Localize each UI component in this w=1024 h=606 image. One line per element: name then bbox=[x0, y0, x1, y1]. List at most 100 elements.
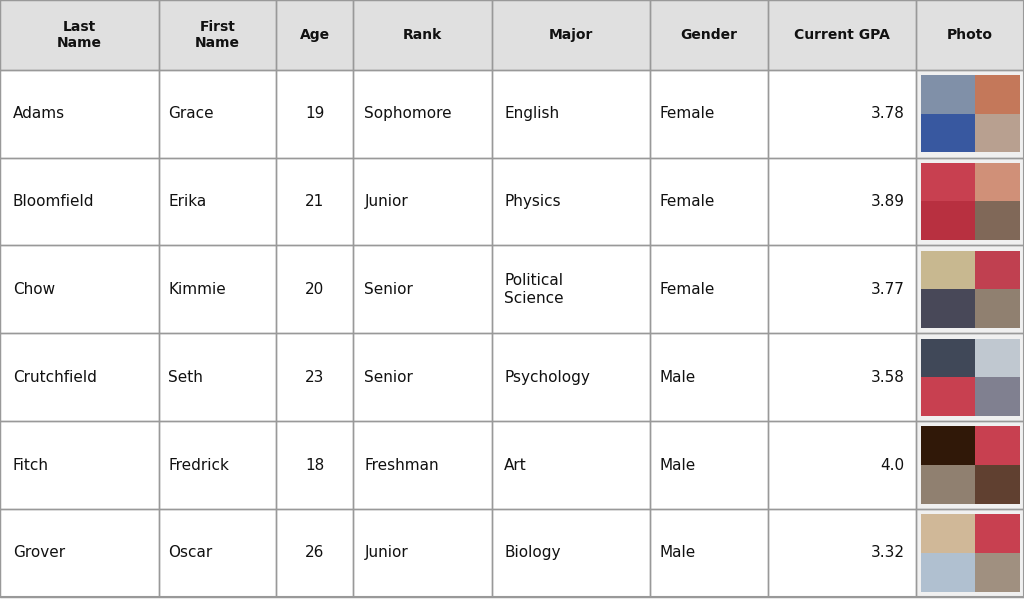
Bar bbox=[353, 70, 492, 158]
Bar bbox=[159, 245, 276, 333]
Bar bbox=[276, 509, 353, 597]
Text: Gender: Gender bbox=[681, 28, 737, 42]
Bar bbox=[768, 0, 916, 70]
Bar bbox=[921, 465, 975, 504]
Bar bbox=[921, 75, 975, 114]
Bar bbox=[921, 514, 975, 553]
Text: Erika: Erika bbox=[168, 194, 207, 209]
Bar bbox=[650, 421, 768, 509]
Text: First
Name: First Name bbox=[196, 20, 240, 50]
Text: Seth: Seth bbox=[168, 370, 203, 385]
Bar bbox=[492, 509, 650, 597]
Bar bbox=[276, 245, 353, 333]
Bar bbox=[492, 333, 650, 421]
Bar bbox=[975, 75, 1020, 114]
Text: Male: Male bbox=[659, 545, 696, 561]
Text: Oscar: Oscar bbox=[168, 545, 212, 561]
Text: Grace: Grace bbox=[168, 106, 214, 121]
Bar bbox=[650, 509, 768, 597]
Bar bbox=[353, 0, 492, 70]
Text: Bloomfield: Bloomfield bbox=[12, 194, 94, 209]
Bar bbox=[159, 421, 276, 509]
Text: 23: 23 bbox=[305, 370, 325, 385]
Bar bbox=[492, 421, 650, 509]
Bar bbox=[921, 251, 975, 290]
Text: Biology: Biology bbox=[504, 545, 561, 561]
Text: Female: Female bbox=[659, 194, 715, 209]
Bar bbox=[353, 421, 492, 509]
Bar bbox=[975, 339, 1020, 377]
Bar bbox=[768, 158, 916, 245]
Bar bbox=[975, 465, 1020, 504]
Text: Political
Science: Political Science bbox=[504, 273, 564, 305]
Text: 3.77: 3.77 bbox=[870, 282, 904, 297]
Bar bbox=[768, 509, 916, 597]
Bar bbox=[650, 333, 768, 421]
Text: Fredrick: Fredrick bbox=[168, 458, 229, 473]
Text: 3.58: 3.58 bbox=[870, 370, 904, 385]
Text: 21: 21 bbox=[305, 194, 325, 209]
Text: Senior: Senior bbox=[365, 282, 414, 297]
Bar bbox=[975, 377, 1020, 416]
Bar bbox=[916, 421, 1024, 509]
Text: Male: Male bbox=[659, 370, 696, 385]
Bar bbox=[916, 509, 1024, 597]
Bar bbox=[353, 333, 492, 421]
Text: Male: Male bbox=[659, 458, 696, 473]
Bar bbox=[975, 514, 1020, 553]
Text: 26: 26 bbox=[305, 545, 325, 561]
Text: 20: 20 bbox=[305, 282, 325, 297]
Bar bbox=[921, 377, 975, 416]
Text: Adams: Adams bbox=[12, 106, 65, 121]
Text: Female: Female bbox=[659, 106, 715, 121]
Text: Fitch: Fitch bbox=[12, 458, 49, 473]
Bar bbox=[650, 0, 768, 70]
Bar bbox=[353, 245, 492, 333]
Text: Crutchfield: Crutchfield bbox=[12, 370, 96, 385]
Bar bbox=[975, 290, 1020, 328]
Bar bbox=[921, 114, 975, 152]
Bar bbox=[0, 509, 159, 597]
Bar bbox=[768, 421, 916, 509]
Text: Junior: Junior bbox=[365, 194, 409, 209]
Text: Junior: Junior bbox=[365, 545, 409, 561]
Bar bbox=[492, 70, 650, 158]
Bar bbox=[916, 158, 1024, 245]
Text: Grover: Grover bbox=[12, 545, 65, 561]
Bar bbox=[921, 427, 975, 465]
Bar bbox=[276, 333, 353, 421]
Text: Physics: Physics bbox=[504, 194, 561, 209]
Bar bbox=[159, 509, 276, 597]
Bar bbox=[159, 158, 276, 245]
Text: 4.0: 4.0 bbox=[881, 458, 904, 473]
Bar bbox=[916, 70, 1024, 158]
Bar bbox=[492, 0, 650, 70]
Bar bbox=[975, 163, 1020, 201]
Text: Last
Name: Last Name bbox=[57, 20, 101, 50]
Bar bbox=[353, 509, 492, 597]
Text: 3.32: 3.32 bbox=[870, 545, 904, 561]
Text: Art: Art bbox=[504, 458, 527, 473]
Bar bbox=[0, 333, 159, 421]
Bar bbox=[975, 251, 1020, 290]
Bar bbox=[916, 333, 1024, 421]
Text: Age: Age bbox=[300, 28, 330, 42]
Bar bbox=[492, 245, 650, 333]
Bar bbox=[0, 70, 159, 158]
Bar bbox=[921, 201, 975, 240]
Bar bbox=[0, 158, 159, 245]
Bar bbox=[768, 333, 916, 421]
Bar bbox=[921, 163, 975, 201]
Bar bbox=[276, 0, 353, 70]
Bar bbox=[0, 245, 159, 333]
Bar bbox=[276, 70, 353, 158]
Text: Kimmie: Kimmie bbox=[168, 282, 226, 297]
Bar bbox=[975, 114, 1020, 152]
Text: Chow: Chow bbox=[12, 282, 55, 297]
Bar bbox=[921, 290, 975, 328]
Bar bbox=[916, 245, 1024, 333]
Text: 18: 18 bbox=[305, 458, 325, 473]
Bar bbox=[768, 70, 916, 158]
Bar bbox=[650, 70, 768, 158]
Bar bbox=[276, 158, 353, 245]
